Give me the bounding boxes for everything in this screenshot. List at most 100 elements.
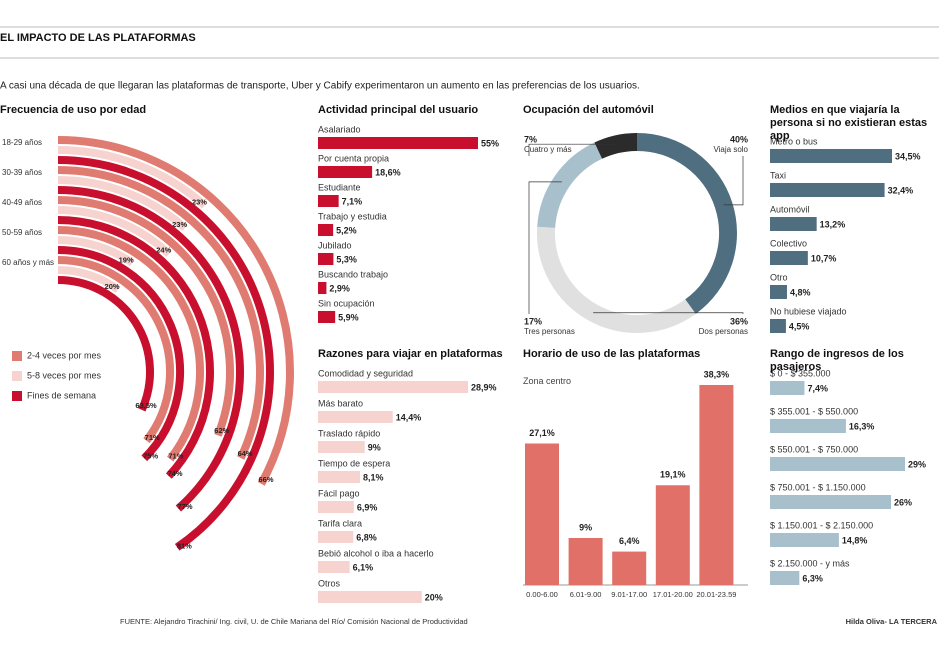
legend-label: 5-8 veces por mes xyxy=(27,370,102,380)
value-label: 16,3% xyxy=(849,421,875,431)
category-label: $ 750.001 - $ 1.150.000 xyxy=(770,482,866,492)
bar xyxy=(770,217,817,231)
bar xyxy=(318,311,336,323)
bar xyxy=(770,183,885,197)
bar xyxy=(318,137,478,149)
source: FUENTE: Alejandro Tirachini/ Ing. civil,… xyxy=(120,617,468,626)
legend-label: Fines de semana xyxy=(27,390,96,400)
value-label: 23% xyxy=(172,220,187,229)
value-label: 6,1% xyxy=(353,562,374,572)
slice-label: Tres personas xyxy=(524,327,575,336)
bar xyxy=(318,224,334,236)
arc-bar xyxy=(57,216,214,479)
legend-label: 2-4 veces por mes xyxy=(27,350,102,360)
value-label: 77% xyxy=(178,502,193,511)
arc-bar xyxy=(57,256,174,444)
category-label: 50-59 años xyxy=(2,228,42,237)
value-label: 32,4% xyxy=(888,185,914,195)
category-label: Sin ocupación xyxy=(318,298,375,308)
value-label: 8,1% xyxy=(363,472,384,482)
value-label: 63,5% xyxy=(135,401,157,410)
value-label: 4,5% xyxy=(789,321,810,331)
category-label: Traslado rápido xyxy=(318,428,380,438)
arc-bar xyxy=(57,146,208,209)
value-label: 55% xyxy=(481,138,499,148)
value-label: 62% xyxy=(214,426,229,435)
leader-line xyxy=(528,143,618,156)
value-label: 7% xyxy=(524,134,537,144)
chart-subtitle: Zona centro xyxy=(523,376,572,386)
value-label: 34,5% xyxy=(895,151,921,161)
value-label: 6,9% xyxy=(357,502,378,512)
bar xyxy=(770,149,892,163)
donut-slice xyxy=(537,226,696,333)
category-label: 0.00-6.00 xyxy=(526,590,558,599)
value-label: 7,4% xyxy=(807,383,828,393)
value-label: 6,3% xyxy=(802,573,823,583)
bar xyxy=(318,282,327,294)
value-label: 4,8% xyxy=(790,287,811,297)
category-label: 18-29 años xyxy=(2,138,42,147)
value-label: 64% xyxy=(238,449,253,458)
arc-bar xyxy=(57,166,264,460)
arc-bar xyxy=(57,176,188,231)
value-label: 9% xyxy=(579,522,592,532)
bar xyxy=(655,485,690,585)
bar xyxy=(318,166,373,178)
value-label: 26% xyxy=(894,497,912,507)
value-label: 7,1% xyxy=(342,196,363,206)
category-label: Otros xyxy=(318,578,341,588)
value-label: 20% xyxy=(425,592,443,602)
chart-title: Horario de uso de las plataformas xyxy=(523,348,701,360)
slice-label: Cuatro y más xyxy=(524,145,572,154)
category-label: Buscando trabajo xyxy=(318,269,388,279)
bar xyxy=(318,411,393,423)
credit: Hilda Oliva- LA TERCERA xyxy=(846,617,938,626)
category-label: Jubilado xyxy=(318,240,352,250)
leader-line xyxy=(593,312,744,314)
bar xyxy=(770,285,787,299)
slice-label: Dos personas xyxy=(699,327,748,336)
value-label: 40% xyxy=(730,134,748,144)
bar xyxy=(318,501,354,513)
category-label: Otro xyxy=(770,272,788,282)
value-label: 24% xyxy=(156,246,171,255)
category-label: $ 0 - $ 355.000 xyxy=(770,368,831,378)
category-label: Comodidad y seguridad xyxy=(318,368,413,378)
category-label: $ 2.150.000 - y más xyxy=(770,558,850,568)
value-label: 66% xyxy=(259,475,274,484)
bar xyxy=(318,381,468,393)
category-label: Estudiante xyxy=(318,182,361,192)
bar xyxy=(770,419,846,433)
bar xyxy=(525,443,559,585)
arc-bar xyxy=(57,276,154,412)
category-label: Tiempo de espera xyxy=(318,458,390,468)
category-label: Bebió alcohol o iba a hacerlo xyxy=(318,548,434,558)
chart-title: Frecuencia de uso por edad xyxy=(0,104,147,116)
value-label: 29% xyxy=(908,459,926,469)
value-label: 14,8% xyxy=(842,535,868,545)
chart-title: Razones para viajar en plataformas xyxy=(318,348,503,360)
page-title: EL IMPACTO DE LAS PLATAFORMAS xyxy=(0,32,196,44)
bar xyxy=(770,319,786,333)
category-label: $ 1.150.001 - $ 2.150.000 xyxy=(770,520,873,530)
category-label: Taxi xyxy=(770,170,786,180)
arc-bar xyxy=(57,186,244,512)
value-label: 5,2% xyxy=(336,225,357,235)
value-label: 28,9% xyxy=(471,382,497,392)
category-label: Tarifa clara xyxy=(318,518,362,528)
arc-bar xyxy=(57,206,172,257)
donut-slice xyxy=(636,133,737,314)
chart-title: Medios en que viajaría la persona si no … xyxy=(770,104,928,142)
bar xyxy=(318,253,334,265)
bar xyxy=(770,381,805,395)
value-label: 13,2% xyxy=(820,219,846,229)
legend-swatch xyxy=(12,371,22,381)
category-label: Metro o bus xyxy=(770,136,818,146)
donut-slice xyxy=(594,133,638,159)
value-label: 23% xyxy=(192,197,207,206)
category-label: 17.01-20.00 xyxy=(653,590,693,599)
category-label: $ 550.001 - $ 750.000 xyxy=(770,444,858,454)
bar xyxy=(699,385,734,585)
